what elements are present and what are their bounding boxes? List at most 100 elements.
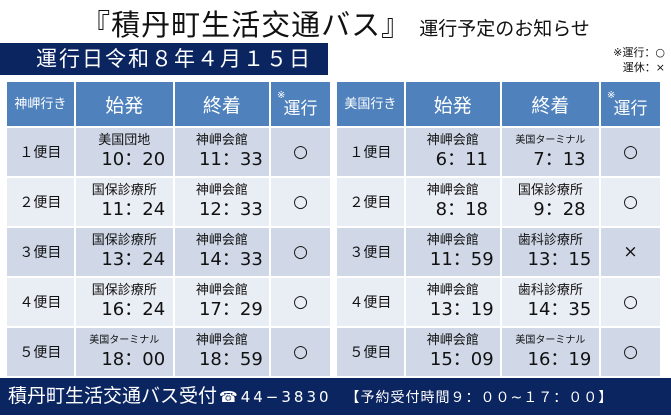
departure-cell: 国保診療所 16：24 xyxy=(75,278,173,326)
operation-label: 運行 xyxy=(283,98,318,119)
departure-stop: 国保診療所 xyxy=(91,283,157,298)
table-row: ４便目 国保診療所 16：24 神岬会館 17：29 ○ xyxy=(7,278,330,326)
departure-stop: 神岬会館 xyxy=(426,183,479,198)
table-row: １便目 神岬会館 6：11 美国ターミナル 7：13 ○ xyxy=(337,128,660,176)
operation-status: × xyxy=(600,228,660,276)
depart-header: 始発 xyxy=(405,82,500,126)
arrival-stop: 神岬会館 xyxy=(195,133,248,148)
arrival-time: 9：28 xyxy=(533,199,586,220)
footer-hours: 【予約受付時間９：００~１７：００】 xyxy=(345,390,614,406)
departure-time: 13：19 xyxy=(429,299,494,320)
arrival-stop: 歯科診療所 xyxy=(517,283,583,298)
table-row: ３便目 神岬会館 11：59 歯科診療所 13：15 × xyxy=(337,228,660,276)
timetable-bikuni: 美国行き 始発 終着 ※ 運行 １便目 神岬会館 6：11 美国ターミナル 7：13 … xyxy=(335,80,662,378)
operation-date: 運行日令和８年４月１５日 xyxy=(0,43,328,75)
arrival-time: 14：35 xyxy=(527,299,592,320)
arrival-stop: 美国ターミナル xyxy=(515,335,586,346)
departure-cell: 神岬会館 13：19 xyxy=(405,278,500,326)
header-row: 美国行き 始発 終着 ※ 運行 xyxy=(337,82,660,126)
trip-number: ５便目 xyxy=(337,328,404,376)
operation-status: ○ xyxy=(270,228,330,276)
departure-time: 18：00 xyxy=(101,349,166,370)
trip-number: １便目 xyxy=(337,128,404,176)
arrival-time: 11：33 xyxy=(198,149,263,170)
operation-status: ○ xyxy=(600,278,660,326)
departure-stop: 神岬会館 xyxy=(426,283,479,298)
departure-time: 15：09 xyxy=(429,349,494,370)
arrival-time: 12：33 xyxy=(198,199,263,220)
departure-time: 8：18 xyxy=(435,199,488,220)
departure-cell: 国保診療所 13：24 xyxy=(75,228,173,276)
arrival-cell: 歯科診療所 13：15 xyxy=(501,228,599,276)
arrival-time: 13：15 xyxy=(527,249,592,270)
note-mark: ※ xyxy=(276,89,286,101)
arrival-cell: 歯科診療所 14：35 xyxy=(501,278,599,326)
departure-stop: 神岬会館 xyxy=(426,133,479,148)
departure-time: 6：11 xyxy=(435,149,488,170)
departure-cell: 神岬会館 11：59 xyxy=(405,228,500,276)
trip-number: ３便目 xyxy=(7,228,74,276)
departure-stop: 国保診療所 xyxy=(91,183,157,198)
arrival-time: 18：59 xyxy=(198,349,263,370)
arrival-cell: 神岬会館 18：59 xyxy=(174,328,269,376)
table-row: ２便目 国保診療所 11：24 神岬会館 12：33 ○ xyxy=(7,178,330,226)
arrive-header: 終着 xyxy=(501,82,599,126)
operation-header: ※ 運行 xyxy=(270,82,330,126)
footer-office: 積丹町生活交通バス受付 xyxy=(8,385,218,407)
table-row: ５便目 神岬会館 15：09 美国ターミナル 16：19 ○ xyxy=(337,328,660,376)
arrival-stop: 歯科診療所 xyxy=(517,233,583,248)
arrival-stop: 国保診療所 xyxy=(517,183,583,198)
departure-stop: 神岬会館 xyxy=(426,233,479,248)
table-row: ２便目 神岬会館 8：18 国保診療所 9：28 ○ xyxy=(337,178,660,226)
footer: 積丹町生活交通バス受付 ☎44−3830 【予約受付時間９：００~１７：００】 xyxy=(0,378,671,415)
departure-time: 16：24 xyxy=(101,299,166,320)
departure-time: 13：24 xyxy=(101,249,166,270)
arrival-cell: 神岬会館 14：33 xyxy=(174,228,269,276)
legend: ※運行：○ 運休：× xyxy=(613,45,665,75)
arrival-time: 14：33 xyxy=(198,249,263,270)
departure-stop: 国保診療所 xyxy=(91,233,157,248)
trip-number: ４便目 xyxy=(337,278,404,326)
operation-status: ○ xyxy=(270,278,330,326)
departure-cell: 美国ターミナル 18：00 xyxy=(75,328,173,376)
arrival-cell: 神岬会館 12：33 xyxy=(174,178,269,226)
operation-status: ○ xyxy=(600,328,660,376)
departure-time: 11：24 xyxy=(101,199,166,220)
departure-stop: 美国団地 xyxy=(98,133,151,148)
arrival-time: 7：13 xyxy=(533,149,586,170)
header-row: 神岬行き 始発 終着 ※ 運行 xyxy=(7,82,330,126)
operation-label: 運行 xyxy=(613,98,648,119)
direction-header: 神岬行き xyxy=(7,82,74,126)
arrival-stop: 神岬会館 xyxy=(195,333,248,348)
arrival-time: 16：19 xyxy=(527,349,592,370)
footer-phone: ☎44−3830 xyxy=(219,388,332,406)
departure-cell: 神岬会館 15：09 xyxy=(405,328,500,376)
arrival-time: 17：29 xyxy=(198,299,263,320)
title-main: 『積丹町生活交通バス』 xyxy=(81,8,412,42)
departure-time: 10：20 xyxy=(101,149,166,170)
note-mark: ※ xyxy=(606,89,616,101)
arrival-stop: 神岬会館 xyxy=(195,233,248,248)
legend-suspended: 運休：× xyxy=(622,61,665,74)
trip-number: ５便目 xyxy=(7,328,74,376)
legend-operating: ※運行：○ xyxy=(613,46,665,59)
departure-cell: 神岬会館 6：11 xyxy=(405,128,500,176)
arrival-stop: 美国ターミナル xyxy=(515,135,586,146)
operation-header: ※ 運行 xyxy=(600,82,660,126)
operation-status: ○ xyxy=(270,128,330,176)
arrival-cell: 美国ターミナル 16：19 xyxy=(501,328,599,376)
arrive-header: 終着 xyxy=(174,82,269,126)
direction-header: 美国行き xyxy=(337,82,404,126)
arrival-cell: 神岬会館 11：33 xyxy=(174,128,269,176)
trip-number: ３便目 xyxy=(337,228,404,276)
table-row: ５便目 美国ターミナル 18：00 神岬会館 18：59 ○ xyxy=(7,328,330,376)
arrival-cell: 国保診療所 9：28 xyxy=(501,178,599,226)
title-sub: 運行予定のお知らせ xyxy=(419,18,590,40)
timetable-kamui: 神岬行き 始発 終着 ※ 運行 １便目 美国団地 10：20 神岬会館 11：33 ○… xyxy=(5,80,332,378)
table-row: １便目 美国団地 10：20 神岬会館 11：33 ○ xyxy=(7,128,330,176)
trip-number: ４便目 xyxy=(7,278,74,326)
departure-cell: 国保診療所 11：24 xyxy=(75,178,173,226)
trip-number: １便目 xyxy=(7,128,74,176)
operation-status: ○ xyxy=(270,178,330,226)
departure-stop: 神岬会館 xyxy=(426,333,479,348)
